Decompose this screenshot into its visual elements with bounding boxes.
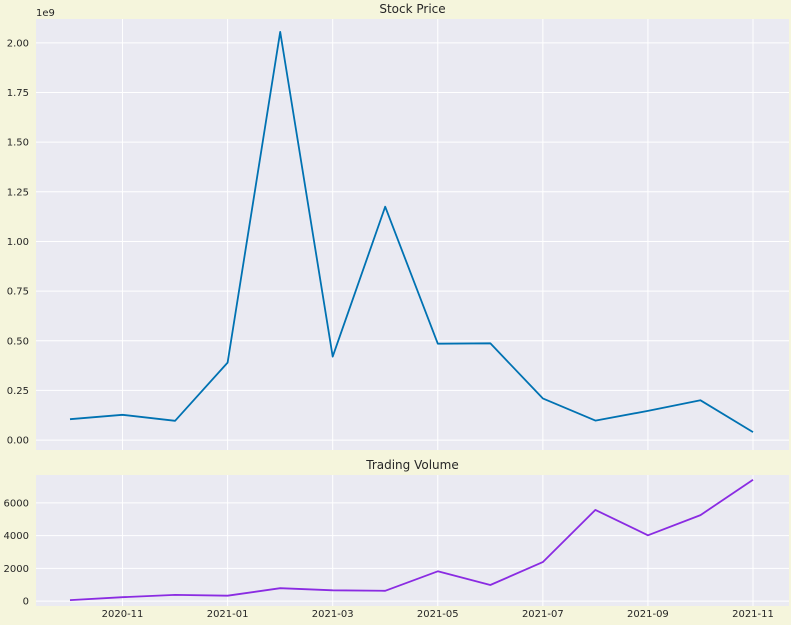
price-y-tick-label: 2.00 [7, 38, 29, 49]
price-y-tick-label: 1.50 [7, 138, 29, 149]
volume-y-tick-label: 0 [23, 597, 29, 608]
price-y-tick-label: 0.25 [7, 386, 29, 397]
volume-x-ticks: 2020-11 2021-01 2021-03 2021-05 2021-07 2021-… [102, 609, 774, 620]
volume-gridlines [36, 475, 789, 606]
volume-y-tick-label: 4000 [4, 531, 29, 542]
price-series-line [69, 31, 754, 433]
volume-series-line [69, 478, 754, 601]
volume-x-tick-label: 2020-11 [102, 609, 144, 620]
volume-y-tick-label: 2000 [4, 564, 29, 575]
price-y-tick-label: 1.25 [7, 187, 29, 198]
volume-chart: 0 2000 4000 6000 2020-11 2021-01 2021-03 2021-… [4, 458, 789, 620]
volume-y-ticks: 0 2000 4000 6000 [4, 498, 29, 607]
price-y-offset-label: 1e9 [36, 8, 55, 19]
price-y-tick-label: 1.00 [7, 237, 29, 248]
volume-x-tick-label: 2021-03 [312, 609, 354, 620]
price-plot-area [36, 19, 789, 450]
price-gridlines [36, 19, 789, 450]
volume-plot-area [36, 475, 789, 606]
volume-chart-title: Trading Volume [365, 458, 458, 472]
volume-y-tick-label: 6000 [4, 498, 29, 509]
volume-x-tick-label: 2021-01 [207, 609, 249, 620]
price-y-tick-label: 0.00 [7, 436, 29, 447]
volume-x-tick-label: 2021-07 [522, 609, 564, 620]
volume-x-tick-label: 2021-05 [417, 609, 459, 620]
price-y-tick-label: 0.75 [7, 287, 29, 298]
price-y-tick-label: 1.75 [7, 88, 29, 99]
price-chart-title: Stock Price [379, 2, 445, 16]
price-y-tick-label: 0.50 [7, 336, 29, 347]
price-y-ticks: 0.00 0.25 0.50 0.75 1.00 1.25 1.50 1.75 2.00 [7, 38, 29, 446]
volume-x-tick-label: 2021-11 [732, 609, 774, 620]
price-chart: 0.00 0.25 0.50 0.75 1.00 1.25 1.50 1.75 2.00 Sto… [7, 2, 789, 450]
volume-x-tick-label: 2021-09 [627, 609, 669, 620]
